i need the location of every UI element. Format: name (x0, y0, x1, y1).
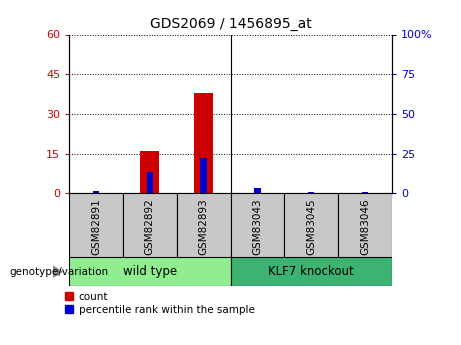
Bar (69, 193, 123, 257)
Text: wild type: wild type (123, 265, 177, 278)
Text: GSM83045: GSM83045 (306, 198, 316, 255)
Bar (141, 151, 159, 193)
Text: GSM82893: GSM82893 (199, 198, 209, 255)
Text: genotype/variation: genotype/variation (9, 267, 108, 277)
Text: GSM83046: GSM83046 (360, 198, 370, 255)
Bar (230, 257, 392, 286)
Bar (123, 193, 177, 257)
Title: GDS2069 / 1456895_at: GDS2069 / 1456895_at (150, 17, 311, 31)
Text: GSM82891: GSM82891 (91, 198, 101, 255)
Bar (147, 172, 153, 193)
Legend: count, percentile rank within the sample: count, percentile rank within the sample (65, 292, 254, 315)
Bar (201, 158, 207, 193)
Bar (194, 93, 213, 193)
Text: KLF7 knockout: KLF7 knockout (268, 265, 354, 278)
Bar (254, 188, 260, 193)
Bar (284, 193, 338, 257)
Text: GSM83043: GSM83043 (252, 198, 262, 255)
Bar (177, 193, 230, 257)
Bar (69, 257, 230, 286)
Bar (230, 193, 284, 257)
Bar (338, 193, 392, 257)
Bar (93, 191, 99, 193)
Text: GSM82892: GSM82892 (145, 198, 155, 255)
